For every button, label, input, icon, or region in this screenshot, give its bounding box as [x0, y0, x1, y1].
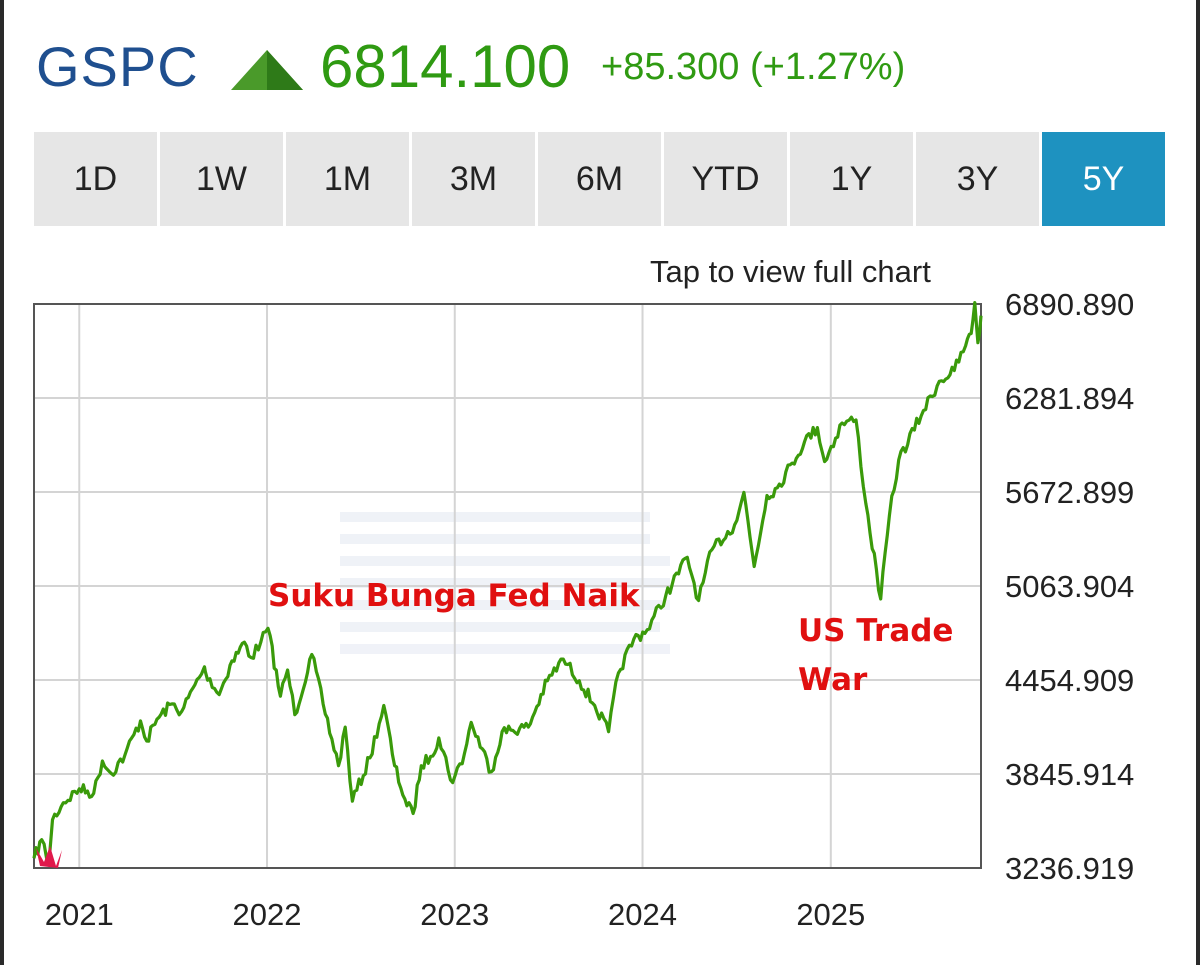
quote-header: GSPC 6814.100 +85.300 (+1.27%) — [36, 30, 1136, 100]
x-tick-label: 2025 — [796, 897, 865, 932]
annotation-label: Suku Bunga Fed Naik — [268, 578, 641, 614]
range-tab-1d[interactable]: 1D — [34, 132, 160, 226]
range-tab-1m[interactable]: 1M — [286, 132, 412, 226]
y-tick-label: 6281.894 — [1005, 381, 1134, 416]
range-tab-ytd[interactable]: YTD — [664, 132, 790, 226]
frame-left-border — [0, 0, 4, 965]
x-tick-label: 2023 — [420, 897, 489, 932]
y-tick-label: 3236.919 — [1005, 851, 1134, 886]
y-tick-label: 3845.914 — [1005, 757, 1134, 792]
ticker-symbol: GSPC — [36, 35, 199, 98]
start-marker-icon — [36, 846, 62, 868]
x-tick-label: 2024 — [608, 897, 677, 932]
y-tick-label: 5672.899 — [1005, 475, 1134, 510]
price-change: +85.300 (+1.27%) — [601, 46, 906, 88]
range-tab-3y[interactable]: 3Y — [916, 132, 1042, 226]
series-line — [32, 301, 983, 865]
watermark-logo — [340, 512, 670, 654]
range-tab-6m[interactable]: 6M — [538, 132, 664, 226]
range-tab-5y[interactable]: 5Y — [1042, 132, 1165, 226]
range-tab-1w[interactable]: 1W — [160, 132, 286, 226]
frame-right-border — [1196, 0, 1200, 965]
current-price: 6814.100 — [320, 33, 571, 100]
annotation-label: US Trade — [798, 613, 953, 649]
range-tab-3m[interactable]: 3M — [412, 132, 538, 226]
y-tick-label: 5063.904 — [1005, 569, 1134, 604]
range-tabs: 1D 1W 1M 3M 6M YTD 1Y 3Y 5Y — [34, 132, 1165, 226]
y-tick-label: 6890.890 — [1005, 287, 1134, 322]
y-tick-label: 4454.909 — [1005, 663, 1134, 698]
x-tick-label: 2022 — [233, 897, 302, 932]
x-tick-label: 2021 — [45, 897, 114, 932]
annotation-label: War — [798, 662, 868, 698]
view-full-chart-link[interactable]: Tap to view full chart — [650, 254, 931, 289]
range-tab-1y[interactable]: 1Y — [790, 132, 916, 226]
up-triangle-icon — [231, 50, 303, 90]
plot-frame — [33, 303, 982, 869]
